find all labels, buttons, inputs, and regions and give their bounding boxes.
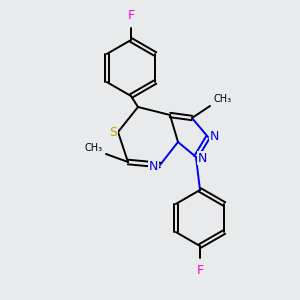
Text: N: N (198, 152, 207, 164)
Text: CH₃: CH₃ (85, 143, 103, 153)
Text: S: S (109, 125, 117, 139)
Text: N: N (148, 160, 158, 172)
Text: F: F (196, 264, 204, 277)
Text: CH₃: CH₃ (213, 94, 231, 104)
Text: F: F (128, 9, 135, 22)
Text: N: N (210, 130, 219, 142)
